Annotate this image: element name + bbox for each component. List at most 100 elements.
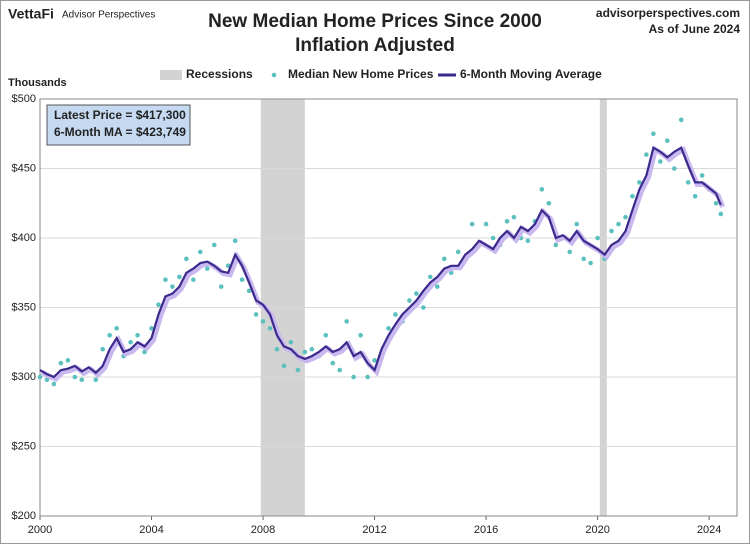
point bbox=[344, 319, 349, 324]
x-tick-label: 2000 bbox=[28, 524, 52, 536]
point bbox=[504, 219, 510, 224]
date: As of June 2024 bbox=[649, 22, 741, 36]
x-tick-label: 2012 bbox=[362, 524, 386, 536]
point bbox=[232, 238, 238, 244]
brand-sub: Advisor Perspectives bbox=[62, 10, 155, 21]
point bbox=[170, 284, 175, 289]
point bbox=[365, 374, 370, 380]
point bbox=[567, 249, 573, 255]
point bbox=[718, 211, 724, 217]
point bbox=[630, 194, 635, 199]
point bbox=[51, 381, 57, 387]
y-tick-label: $500 bbox=[12, 93, 36, 105]
line-shadow bbox=[40, 145, 726, 382]
point bbox=[623, 214, 628, 220]
point bbox=[581, 256, 586, 262]
point bbox=[546, 200, 552, 206]
point bbox=[609, 228, 614, 234]
point bbox=[678, 117, 684, 123]
y-tick-label: $350 bbox=[12, 301, 36, 313]
point bbox=[114, 326, 119, 331]
point bbox=[351, 374, 356, 380]
point bbox=[651, 131, 656, 137]
y-tick-label: $450 bbox=[12, 162, 36, 174]
point bbox=[692, 194, 698, 199]
legend-label: Median New Home Prices bbox=[288, 67, 434, 81]
point bbox=[281, 363, 287, 369]
point bbox=[539, 187, 545, 192]
point bbox=[511, 214, 517, 220]
y-tick-label: $200 bbox=[12, 510, 36, 522]
point bbox=[658, 159, 663, 164]
point bbox=[574, 221, 579, 227]
point bbox=[428, 274, 433, 280]
point bbox=[274, 346, 280, 352]
point bbox=[309, 346, 315, 352]
point bbox=[198, 249, 203, 255]
point bbox=[149, 326, 154, 331]
point bbox=[211, 242, 217, 248]
point bbox=[218, 284, 224, 289]
point bbox=[414, 291, 419, 296]
point bbox=[699, 173, 705, 178]
annotation: 6-Month MA = $423,749 bbox=[54, 125, 186, 139]
point bbox=[553, 242, 559, 248]
legend-label: 6-Month Moving Average bbox=[460, 67, 602, 81]
x-tick-label: 2020 bbox=[585, 524, 609, 536]
point bbox=[267, 326, 273, 331]
point bbox=[637, 180, 642, 185]
point bbox=[100, 346, 106, 352]
point bbox=[204, 266, 210, 271]
legend-swatch bbox=[271, 72, 277, 78]
point bbox=[616, 221, 621, 227]
point bbox=[65, 358, 71, 363]
x-tick-label: 2004 bbox=[139, 524, 163, 536]
point bbox=[665, 138, 670, 143]
x-tick-label: 2016 bbox=[474, 524, 498, 536]
brand: VettaFi bbox=[8, 6, 54, 22]
chart-title: New Median Home Prices Since 2000 bbox=[208, 11, 542, 32]
point bbox=[323, 333, 329, 338]
point bbox=[644, 152, 649, 157]
point bbox=[142, 349, 147, 355]
point bbox=[107, 333, 112, 338]
point bbox=[302, 349, 308, 355]
x-tick-label: 2008 bbox=[251, 524, 275, 536]
chart-subtitle: Inflation Adjusted bbox=[295, 35, 455, 56]
point bbox=[177, 274, 182, 280]
point bbox=[469, 221, 475, 227]
line bbox=[39, 146, 722, 379]
plot-border bbox=[39, 98, 738, 517]
point bbox=[337, 367, 343, 373]
point bbox=[163, 277, 168, 283]
point bbox=[184, 256, 189, 262]
point bbox=[421, 305, 426, 310]
legend-label: Recessions bbox=[186, 67, 253, 81]
point bbox=[441, 256, 447, 262]
point bbox=[135, 333, 140, 338]
point bbox=[455, 249, 461, 255]
point bbox=[260, 319, 266, 324]
point bbox=[156, 302, 161, 308]
point bbox=[685, 180, 691, 185]
point bbox=[483, 221, 489, 227]
x-tick-label: 2024 bbox=[697, 524, 721, 536]
point bbox=[79, 377, 85, 383]
annotation-box bbox=[46, 104, 191, 146]
point bbox=[253, 312, 259, 317]
point bbox=[358, 333, 363, 338]
point bbox=[44, 377, 50, 383]
y-axis-label: Thousands bbox=[8, 77, 67, 89]
point bbox=[407, 298, 412, 303]
point bbox=[191, 277, 196, 283]
point bbox=[588, 260, 593, 266]
point bbox=[671, 166, 677, 171]
point bbox=[239, 277, 245, 283]
point bbox=[295, 367, 301, 373]
point bbox=[393, 312, 398, 317]
y-tick-label: $300 bbox=[12, 371, 36, 383]
point bbox=[288, 339, 294, 345]
y-tick-label: $400 bbox=[12, 232, 36, 244]
